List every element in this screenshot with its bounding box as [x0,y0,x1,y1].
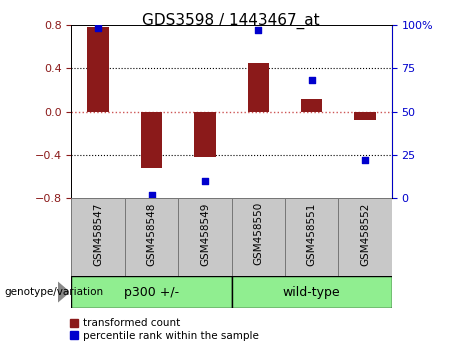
Text: GSM458550: GSM458550 [254,202,263,266]
Text: GSM458552: GSM458552 [360,202,370,266]
Text: wild-type: wild-type [283,286,341,298]
Text: GDS3598 / 1443467_at: GDS3598 / 1443467_at [142,12,319,29]
Text: genotype/variation: genotype/variation [5,287,104,297]
Point [148,192,155,198]
Bar [231,198,285,276]
Text: GSM458549: GSM458549 [200,202,210,266]
Bar [141,112,162,168]
Polygon shape [58,282,69,302]
Text: GSM458547: GSM458547 [93,202,103,266]
Point [201,178,209,184]
Bar [285,198,338,276]
Bar [88,27,109,112]
Text: GSM458548: GSM458548 [147,202,157,266]
Bar [231,276,392,308]
Bar [178,198,231,276]
Bar [194,112,216,157]
Text: GSM458551: GSM458551 [307,202,317,266]
Point [95,25,102,31]
Point [361,157,369,163]
Legend: transformed count, percentile rank within the sample: transformed count, percentile rank withi… [70,319,259,341]
Point [254,27,262,33]
Bar [248,63,269,112]
Bar [71,198,125,276]
Bar [125,198,178,276]
Text: p300 +/-: p300 +/- [124,286,179,298]
Bar [301,98,322,112]
Bar [355,112,376,120]
Bar [338,198,392,276]
Bar [71,276,231,308]
Point [308,78,315,83]
